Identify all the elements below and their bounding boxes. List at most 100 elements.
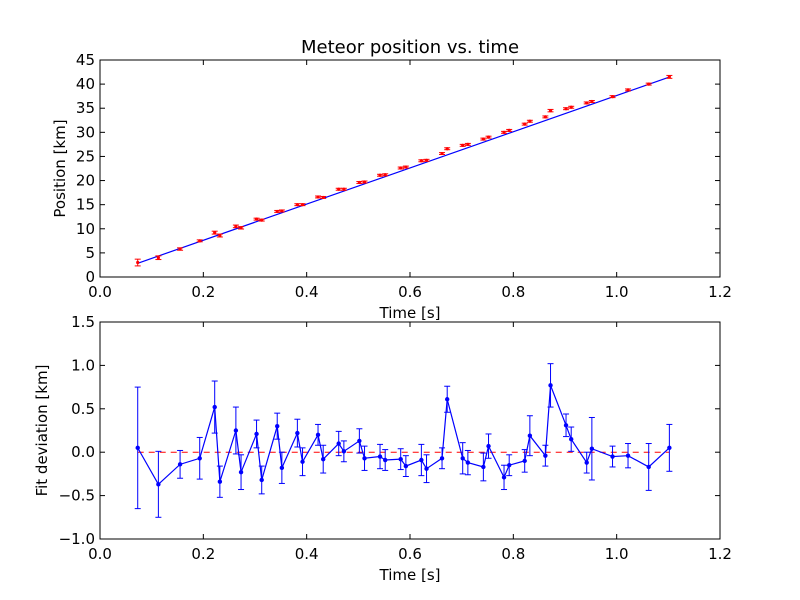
deviation-point: [341, 449, 347, 454]
deviation-y-tick-label: −0.5: [59, 487, 95, 505]
deviation-point: [667, 445, 672, 451]
deviation-point: [300, 459, 305, 464]
position-x-tick-label: 0.6: [398, 283, 422, 301]
position-point: [337, 187, 341, 191]
deviation-y-tick-label: 0.0: [71, 443, 95, 461]
deviation-point: [362, 456, 367, 461]
position-subplot: Meteor position vs. time 0.0 0.2 0.4 0.6 0.8…: [51, 37, 732, 322]
deviation-point: [501, 475, 507, 480]
position-y-tick-label: 35: [76, 99, 95, 117]
deviation-point: [481, 464, 486, 470]
deviation-y-tick-label: −1.0: [59, 530, 95, 548]
deviation-point: [460, 456, 465, 461]
deviation-point: [403, 463, 409, 469]
deviation-plot-frame: [99, 321, 721, 540]
deviation-point: [584, 460, 589, 465]
position-point: [178, 247, 182, 251]
position-point: [543, 115, 547, 119]
position-point: [295, 203, 299, 207]
deviation-x-tick-label: 0.4: [295, 545, 319, 563]
deviation-line: [137, 385, 670, 486]
deviation-x-tick-label: 0.8: [501, 545, 525, 563]
position-point: [424, 158, 429, 162]
position-point: [626, 88, 630, 92]
position-point: [610, 95, 615, 99]
deviation-point: [254, 431, 259, 437]
position-point: [564, 107, 568, 111]
position-point: [466, 142, 470, 146]
position-point: [239, 226, 243, 230]
deviation-point: [527, 433, 533, 438]
position-point: [585, 101, 589, 105]
position-point: [440, 151, 444, 156]
chart-title: Meteor position vs. time: [301, 37, 519, 58]
position-y-tick-label: 40: [76, 75, 95, 93]
fit-line: [137, 76, 670, 264]
deviation-point: [156, 482, 161, 487]
position-point: [378, 173, 382, 177]
deviation-point: [233, 428, 239, 433]
position-y-tick-label: 30: [76, 123, 95, 141]
deviation-point: [424, 466, 429, 471]
position-point: [590, 99, 594, 104]
position-point: [404, 165, 408, 169]
position-point: [280, 209, 284, 213]
position-point: [502, 130, 506, 134]
position-x-tick-label: 1.0: [605, 283, 629, 301]
position-point: [383, 173, 387, 177]
position-point: [445, 147, 449, 151]
deviation-point: [295, 430, 300, 436]
deviation-point: [569, 436, 574, 442]
deviation-y-axis-label: Fit deviation [km]: [33, 365, 51, 497]
deviation-point: [548, 383, 553, 388]
position-point: [481, 137, 485, 141]
deviation-y-tick-label: 1.5: [71, 313, 95, 331]
position-point: [461, 143, 465, 147]
position-y-tick-label: 5: [85, 244, 95, 262]
position-data-layer: [134, 74, 673, 267]
deviation-point: [279, 465, 285, 471]
deviation-point: [543, 453, 548, 458]
position-y-axis-label: Position [km]: [51, 119, 69, 217]
position-point: [342, 187, 346, 191]
position-point: [667, 75, 671, 79]
deviation-point: [177, 462, 183, 467]
position-x-tick-label: 0.8: [501, 283, 525, 301]
deviation-x-tick-label: 1.2: [708, 545, 732, 563]
deviation-point: [259, 477, 264, 483]
deviation-y-tick-label: 0.5: [71, 400, 95, 418]
position-point: [254, 217, 259, 221]
position-point: [234, 224, 238, 228]
position-ticks: 0.0 0.2 0.4 0.6 0.8 1.0 1.2 0 5 10 15 20 25 30 35 40 45: [76, 51, 732, 301]
position-x-tick-label: 1.2: [708, 283, 732, 301]
position-plot-frame: [99, 59, 721, 278]
position-y-tick-label: 25: [76, 147, 95, 165]
deviation-x-tick-label: 1.0: [605, 545, 629, 563]
position-point: [548, 109, 553, 113]
position-point: [275, 209, 279, 214]
deviation-point: [377, 454, 383, 459]
position-point: [213, 231, 217, 235]
position-y-tick-label: 10: [76, 220, 95, 238]
position-point: [528, 119, 532, 123]
deviation-point: [465, 460, 471, 465]
deviation-y-tick-label: 1.0: [71, 356, 95, 374]
deviation-point: [419, 457, 424, 463]
deviation-subplot: 0.0 0.2 0.4 0.6 0.8 1.0 1.2 −1.0 −0.5 0.0 0.5 1.0 1.…: [33, 313, 732, 584]
position-point: [357, 180, 361, 185]
deviation-point: [217, 479, 223, 484]
deviation-point: [357, 438, 362, 444]
deviation-point: [212, 404, 217, 410]
position-point: [156, 256, 160, 260]
deviation-point: [336, 441, 341, 446]
position-point: [136, 260, 140, 265]
deviation-point: [398, 456, 403, 462]
position-y-tick-label: 45: [76, 51, 95, 69]
deviation-point: [315, 432, 321, 438]
position-point: [260, 218, 264, 222]
position-x-tick-label: 0.2: [191, 283, 215, 301]
position-x-axis-label: Time [s]: [379, 304, 441, 322]
position-point: [507, 128, 511, 133]
